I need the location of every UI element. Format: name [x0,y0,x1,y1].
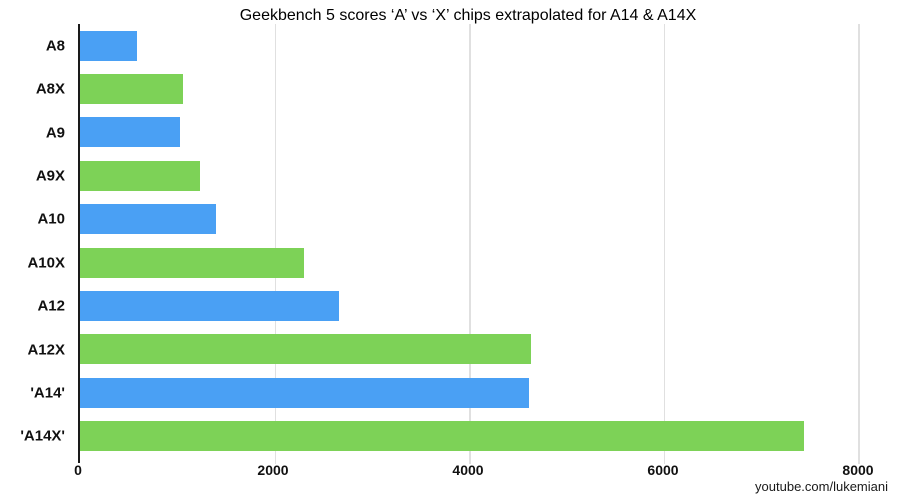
bar-a9 [80,117,180,148]
x-label-4000: 4000 [452,462,484,478]
y-axis-labels: A8 A8X A9 A9X A10 A10X A12 A12X 'A14' 'A14X' [0,24,78,458]
gridline-6000 [663,24,665,464]
x-label-0: 0 [74,462,82,478]
bar-a8 [80,30,137,61]
x-label-6000: 6000 [647,462,679,478]
bar-a14 [80,377,529,408]
bar-a9x [80,160,200,191]
y-label-a14: 'A14' [30,384,65,402]
x-label-2000: 2000 [257,462,289,478]
y-label-a9: A9 [45,124,65,141]
bar-a10x [80,247,304,278]
bar-row [80,371,858,414]
credit-text: youtube.com/lukemiani [755,479,888,494]
bar-row [80,154,858,197]
bar-row [80,24,858,67]
bar-a10 [80,204,216,235]
y-label-a12x: A12X [27,341,65,358]
bar-a12 [80,291,340,322]
bar-a14x [80,421,805,452]
y-label-a8: A8 [45,37,65,55]
x-axis-labels: 0 2000 4000 6000 8000 [74,462,873,480]
bar-row [80,198,858,241]
bar-a8x [80,74,183,105]
y-label-a9x: A9X [35,167,65,185]
bar-row [80,111,858,154]
x-label-8000: 8000 [842,462,874,478]
bar-row [80,284,858,327]
bar-row [80,415,858,458]
y-label-a10x: A10X [27,254,65,272]
plot-area [78,24,860,464]
chart-title: Geekbench 5 scores ‘A’ vs ‘X’ chips extr… [239,7,697,24]
gridline-4000 [469,24,471,464]
bar-row [80,67,858,110]
bar-row [80,328,858,371]
bar-a12x [80,334,531,365]
y-label-a10: A10 [37,210,65,228]
y-label-a8x: A8X [35,80,65,98]
gridline-8000 [858,24,860,464]
gridline-2000 [274,24,276,464]
bar-row [80,241,858,284]
y-label-a14x: 'A14X' [20,427,65,445]
y-label-a12: A12 [37,297,65,315]
